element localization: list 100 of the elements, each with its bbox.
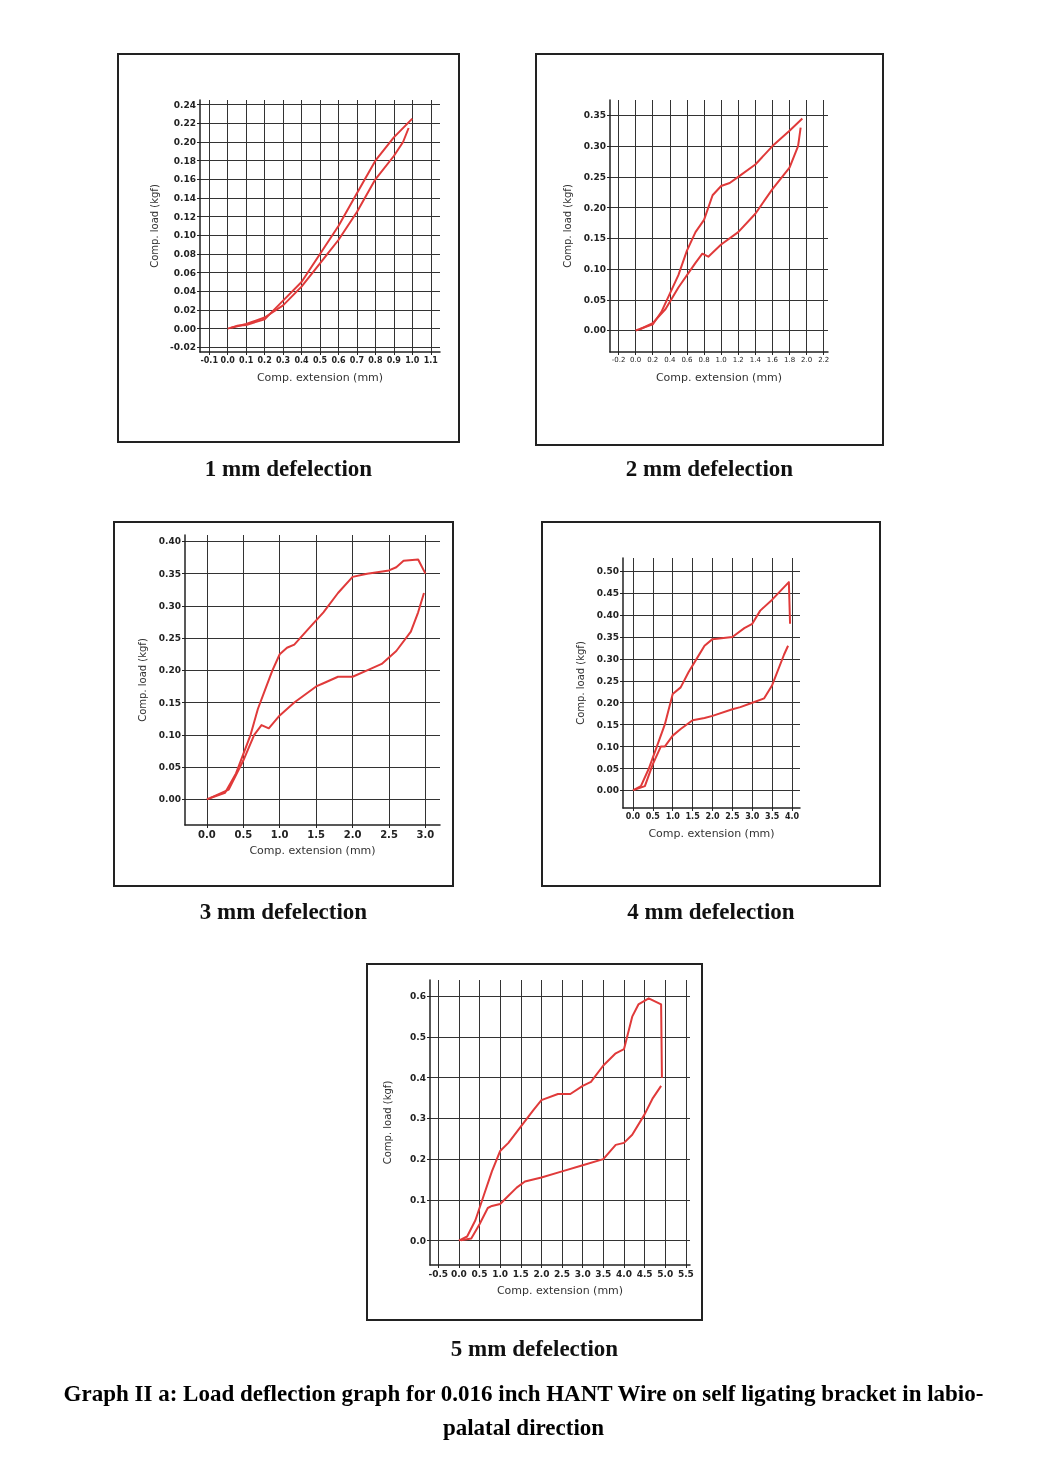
text: 3 mm defelection — [199, 899, 368, 924]
x-tick-label: 3.0 — [745, 811, 760, 821]
y-tick-label: 0.00 — [173, 323, 196, 334]
y-tick-label: 0.3 — [410, 1113, 426, 1124]
x-tick-label: 0.7 — [349, 355, 365, 365]
x-tick-label: 3.0 — [574, 1268, 591, 1279]
x-tick-label: -0.1 — [200, 355, 219, 365]
x-tick-label: 2.5 — [554, 1268, 571, 1279]
x-tick-label: 0.0 — [625, 811, 641, 821]
x-tick-label: 5.5 — [677, 1268, 694, 1279]
x-tick-label: 3.5 — [595, 1268, 612, 1279]
y-axis-title: Comp. load (kgf) — [381, 1080, 393, 1165]
x-tick-label: 0.5 — [234, 828, 253, 840]
y-tick-label: 0.1 — [410, 1194, 426, 1205]
x-axis-title: Comp. extension (mm) — [256, 371, 384, 384]
y-tick-label: 0.00 — [596, 785, 619, 796]
y-tick-label: 0.15 — [596, 719, 619, 730]
text: 2 mm defelection — [625, 456, 794, 481]
x-tick-label: 2.0 — [343, 828, 362, 840]
x-tick-label: 4.5 — [636, 1268, 653, 1279]
y-tick-label: 0.0 — [410, 1235, 426, 1246]
x-tick-label: 0.4 — [294, 355, 310, 365]
x-tick-label: 0.5 — [471, 1268, 488, 1279]
x-tick-label: 1.0 — [665, 811, 681, 821]
x-tick-label: 3.0 — [416, 828, 435, 840]
text: 4 mm defelection — [627, 899, 795, 924]
x-tick-label: 0.6 — [331, 355, 346, 365]
x-tick-label: 2.5 — [380, 828, 398, 840]
y-tick-label: 0.18 — [173, 155, 196, 166]
y-tick-label: 0.00 — [158, 794, 181, 805]
x-tick-label: 2.0 — [705, 811, 721, 821]
y-tick-label: 0.25 — [158, 633, 181, 644]
y-tick-label: 0.25 — [596, 675, 619, 686]
y-tick-label: 0.25 — [583, 171, 606, 182]
y-tick-label: 0.20 — [158, 665, 181, 676]
x-tick-label: 0.0 — [220, 355, 236, 365]
y-axis-title: Comp. load (kgf) — [136, 638, 148, 722]
y-tick-label: 0.20 — [596, 697, 619, 708]
y-tick-label: 0.10 — [173, 230, 196, 241]
text: 1 mm defelection — [204, 456, 373, 481]
y-tick-label: 0.00 — [583, 325, 606, 336]
x-axis-title: Comp. extension (mm) — [648, 827, 775, 840]
y-tick-label: 0.02 — [173, 305, 196, 315]
x-tick-label: 0.9 — [386, 355, 402, 365]
y-tick-label: 0.08 — [173, 249, 196, 259]
x-tick-label: 1.5 — [307, 828, 326, 840]
y-tick-label: 0.10 — [596, 741, 619, 752]
y-tick-label: 0.15 — [158, 697, 181, 708]
x-tick-label: 2.5 — [725, 811, 740, 821]
y-tick-label: 0.50 — [596, 566, 619, 577]
y-tick-label: 0.30 — [596, 653, 619, 664]
y-tick-label: 0.35 — [596, 631, 619, 642]
y-tick-label: 0.06 — [173, 267, 196, 278]
x-tick-label: 1.0 — [492, 1268, 509, 1279]
x-tick-label: 0.5 — [312, 355, 328, 365]
y-tick-label: 0.4 — [410, 1072, 426, 1083]
x-tick-label: 0.0 — [450, 1268, 467, 1279]
x-tick-label: 0.5 — [645, 811, 661, 821]
x-axis-title: Comp. extension (mm) — [249, 844, 376, 857]
x-tick-label: 4.0 — [784, 811, 800, 821]
y-tick-label: 0.12 — [173, 211, 196, 222]
y-axis-title: Comp. load (kgf) — [561, 184, 573, 268]
y-tick-label: 0.20 — [173, 137, 196, 147]
x-tick-label: 0.2 — [257, 355, 272, 365]
y-tick-label: 0.22 — [173, 118, 196, 129]
y-tick-label: 0.5 — [410, 1032, 426, 1042]
y-axis-title: Comp. load (kgf) — [148, 184, 160, 268]
y-tick-label: 0.24 — [173, 99, 196, 110]
text: Graph II a: Load deflection graph for 0.016 inch HANT Wire on self ligating bracket in labio-palatal direction — [62, 1380, 985, 1442]
y-tick-label: 0.40 — [596, 610, 619, 621]
x-tick-label: 1.0 — [405, 355, 420, 365]
x-tick-label: 1.5 — [512, 1268, 529, 1279]
y-tick-label: 0.40 — [158, 536, 181, 547]
x-tick-label: 0.3 — [275, 355, 291, 365]
y-tick-label: 0.2 — [410, 1154, 426, 1165]
y-tick-label: 0.16 — [173, 174, 196, 185]
x-tick-label: 0.0 — [198, 828, 216, 840]
x-tick-label: 1.5 — [685, 811, 701, 821]
y-tick-label: 0.15 — [583, 233, 606, 244]
x-axis-title: Comp. extension (mm) — [496, 1284, 624, 1297]
y-tick-label: 0.35 — [583, 110, 606, 121]
y-tick-label: 0.05 — [583, 294, 606, 305]
y-tick-label: 0.35 — [158, 568, 181, 579]
x-axis-title: Comp. extension (mm) — [655, 371, 783, 384]
y-tick-label: 0.30 — [158, 600, 181, 611]
y-tick-label: 0.05 — [596, 763, 619, 774]
x-tick-label: 2.0 — [533, 1268, 550, 1279]
x-tick-label: 1.0 — [270, 828, 289, 840]
y-tick-label: 0.30 — [583, 141, 606, 152]
x-tick-label: 5.0 — [657, 1268, 674, 1279]
y-tick-label: 0.05 — [158, 762, 181, 772]
x-tick-label: 0.1 — [239, 355, 254, 365]
y-tick-label: 0.10 — [158, 729, 181, 740]
text: 5 mm defelection — [450, 1336, 619, 1361]
y-tick-label: 0.20 — [583, 202, 606, 213]
x-tick-label: -0.5 — [428, 1268, 449, 1279]
x-tick-label: 0.8 — [368, 355, 383, 365]
y-tick-label: 0.04 — [173, 286, 196, 297]
y-tick-label: 0.6 — [410, 991, 426, 1002]
y-tick-label: 0.14 — [173, 193, 196, 203]
